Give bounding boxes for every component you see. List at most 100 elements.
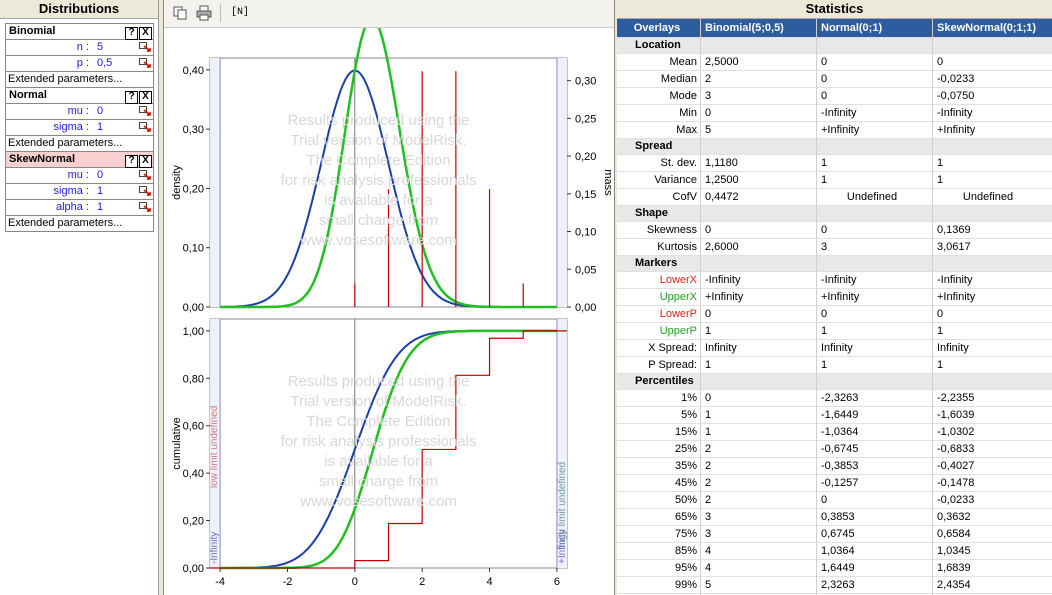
link-cell-icon[interactable]: [139, 42, 151, 52]
dist-header-binomial[interactable]: Binomial? X: [6, 24, 153, 40]
watermark-text: Trial version of ModelRisk.: [290, 132, 466, 149]
stats-cell: 2,3263: [821, 579, 855, 591]
help-button[interactable]: ?: [125, 91, 138, 104]
stats-cell: UpperP: [659, 325, 697, 337]
param-value[interactable]: 1: [97, 185, 104, 197]
dist-name: SkewNormal: [9, 153, 76, 165]
param-row[interactable]: mu : 0: [6, 104, 153, 120]
stats-cell: 0: [821, 90, 828, 102]
stats-cell: 15%: [674, 426, 697, 438]
stats-row: LowerX -Infinity -Infinity -Infinity: [617, 272, 1052, 289]
section-name: Percentiles: [635, 375, 694, 387]
normalize-button[interactable]: [N]: [231, 7, 250, 18]
stats-section-location[interactable]: Location: [617, 38, 1052, 54]
param-value[interactable]: 0,5: [97, 57, 113, 69]
stats-cell: 3: [705, 528, 712, 540]
watermark-text: Trial version of ModelRisk.: [290, 393, 466, 410]
high-limit-band: [556, 319, 567, 568]
link-cell-icon[interactable]: [139, 122, 151, 132]
stats-cell: 2,4354: [937, 579, 971, 591]
y-tick-label: 0,20: [183, 183, 204, 195]
extended-parameters-link[interactable]: Extended parameters...: [6, 72, 153, 88]
link-cell-icon[interactable]: [139, 202, 151, 212]
stats-cell: Kurtosis: [657, 241, 697, 253]
param-value[interactable]: 1: [97, 121, 104, 133]
section-name: Location: [635, 39, 681, 51]
stats-row: UpperX +Infinity +Infinity +Infinity: [617, 289, 1052, 306]
stats-cell: Infinity: [821, 342, 853, 354]
stats-section-spread[interactable]: Spread: [617, 139, 1052, 155]
watermark-text: small charge from: [319, 212, 438, 229]
stats-row: 65% 3 0,3853 0,3632: [617, 509, 1052, 526]
y2-tick-label: 0,15: [575, 189, 596, 201]
param-row[interactable]: n : 5: [6, 40, 153, 56]
stats-row: 95% 4 1,6449 1,6839: [617, 560, 1052, 577]
stats-section-shape[interactable]: Shape: [617, 206, 1052, 222]
dist-header-skewnormal[interactable]: SkewNormal? X: [6, 152, 153, 168]
param-row[interactable]: alpha : 1: [6, 200, 153, 216]
stats-cell: 4: [705, 562, 712, 574]
param-row[interactable]: sigma : 1: [6, 120, 153, 136]
stats-cell: UpperX: [659, 291, 697, 303]
remove-button[interactable]: X: [139, 155, 152, 168]
dist-name: Normal: [9, 89, 47, 101]
stats-cell: 1: [821, 157, 828, 169]
stats-row: 85% 4 1,0364 1,0345: [617, 543, 1052, 560]
link-cell-icon[interactable]: [139, 58, 151, 68]
low-limit-band: [210, 319, 221, 568]
remove-button[interactable]: X: [139, 91, 152, 104]
stats-section-markers[interactable]: Markers: [617, 256, 1052, 272]
stats-cell: P Spread:: [648, 359, 697, 371]
print-icon[interactable]: [196, 5, 212, 21]
stats-cell: 2: [705, 443, 712, 455]
stats-cell: 45%: [674, 477, 697, 489]
param-row[interactable]: sigma : 1: [6, 184, 153, 200]
remove-button[interactable]: X: [139, 27, 152, 40]
link-cell-icon[interactable]: [139, 186, 151, 196]
y-tick-label: 0,60: [183, 421, 204, 433]
link-cell-icon[interactable]: [139, 170, 151, 180]
stats-header-cell: Normal(0;1): [821, 22, 883, 34]
statistics-title: Statistics: [617, 0, 1052, 19]
param-row[interactable]: mu : 0: [6, 168, 153, 184]
stats-cell: -0,1257: [821, 477, 859, 489]
stats-cell: 1: [821, 325, 828, 337]
param-value[interactable]: 5: [97, 41, 104, 53]
binomial-cdf-step: [210, 330, 567, 569]
extended-parameters-link[interactable]: Extended parameters...: [6, 216, 153, 232]
stats-cell: 1: [821, 359, 828, 371]
y-tick-label: 0,20: [183, 516, 204, 528]
stats-cell: 1,6449: [821, 562, 855, 574]
dist-name: Binomial: [9, 25, 56, 37]
stats-cell: 5%: [681, 409, 697, 421]
stats-cell: 5: [705, 124, 712, 136]
link-cell-icon[interactable]: [139, 106, 151, 116]
stats-section-percentiles[interactable]: Percentiles: [617, 374, 1052, 390]
stats-cell: LowerP: [659, 308, 697, 320]
dist-header-normal[interactable]: Normal? X: [6, 88, 153, 104]
stats-cell: +Infinity: [821, 124, 860, 136]
stats-cell: -0,6833: [937, 443, 975, 455]
y-axis-label: cumulative: [171, 417, 183, 470]
extended-parameters-link[interactable]: Extended parameters...: [6, 136, 153, 152]
stats-cell: 50%: [674, 494, 697, 506]
copy-icon[interactable]: [172, 5, 188, 21]
param-row[interactable]: p : 0,5: [6, 56, 153, 72]
stats-row: Mean 2,5000 0 0: [617, 54, 1052, 71]
stats-cell: +Infinity: [937, 124, 976, 136]
stats-cell: 0: [821, 224, 828, 236]
help-button[interactable]: ?: [125, 27, 138, 40]
param-value[interactable]: 0: [97, 105, 104, 117]
stats-cell: Median: [660, 73, 697, 85]
help-button[interactable]: ?: [125, 155, 138, 168]
y-tick-label: 0,10: [183, 243, 204, 255]
param-value[interactable]: 1: [97, 201, 104, 213]
watermark-text: www.vosesoftware.com: [299, 232, 457, 249]
stats-cell: -Infinity: [705, 274, 741, 286]
stats-cell: 25%: [674, 443, 697, 455]
stats-row: Kurtosis 2,6000 3 3,0617: [617, 239, 1052, 256]
param-value[interactable]: 0: [97, 169, 104, 181]
stats-row: 1% 0 -2,3263 -2,2355: [617, 390, 1052, 407]
stats-cell: -Infinity: [937, 274, 973, 286]
watermark-text: is available for a: [324, 453, 433, 470]
